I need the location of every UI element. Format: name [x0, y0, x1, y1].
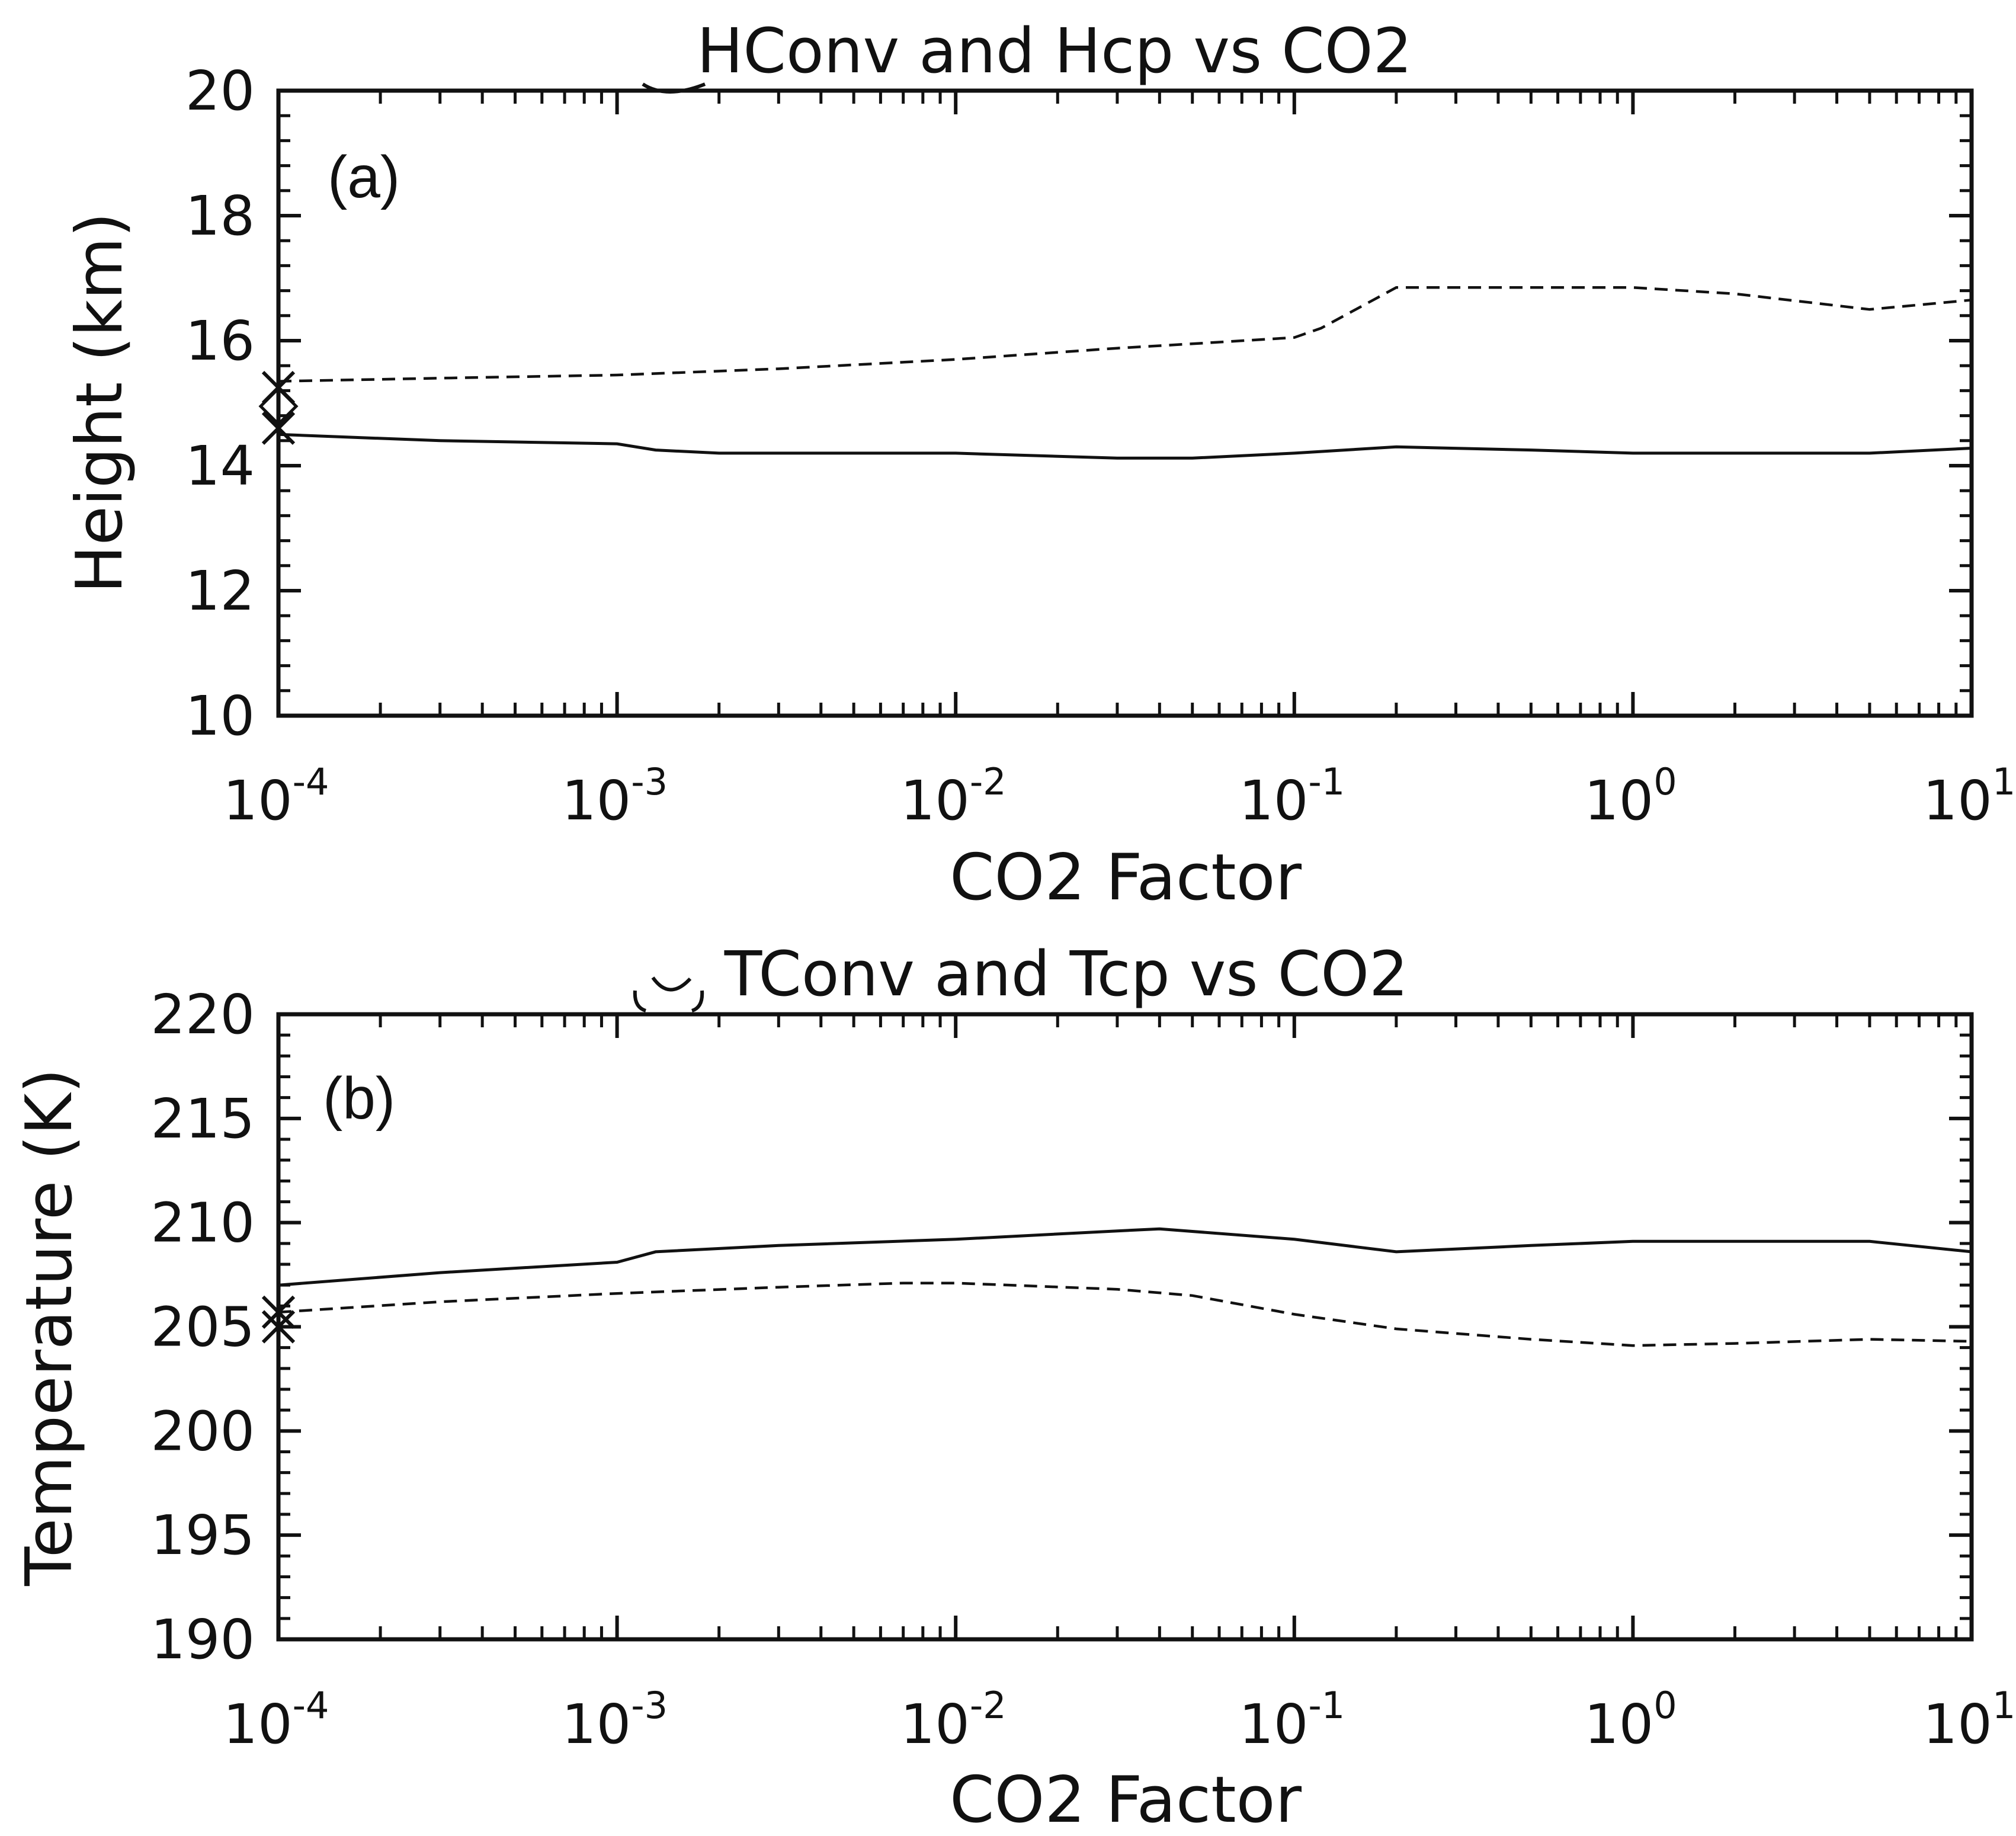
xtick-exponent: -3	[631, 1684, 668, 1727]
panel-a-xlabel: CO2 Factor	[950, 841, 1302, 915]
xtick-base: 10	[1584, 769, 1653, 832]
xtick-exponent: 0	[1653, 1684, 1677, 1727]
panel-a-series-dashed	[278, 286, 1972, 383]
xtick-base: 10	[1239, 769, 1308, 832]
xtick-label: 10-3	[562, 760, 668, 832]
ytick-label: 10	[185, 684, 255, 748]
panel-a-frame	[276, 88, 1974, 718]
xtick-label: 10-1	[1239, 760, 1345, 832]
panel-a-xtick-labels: 10-4 10-3 10-2 10-1 100 101	[223, 760, 2016, 832]
ytick-label: 205	[150, 1296, 255, 1359]
ytick-label: 14	[185, 434, 255, 498]
panel-b-ytick-labels: 190 195 200 205 210 215 220	[150, 983, 255, 1671]
xtick-base: 10	[223, 1693, 293, 1756]
xtick-base: 10	[1239, 1693, 1308, 1756]
xtick-label: 101	[1923, 1684, 2016, 1756]
panel-b-minor-ticks	[278, 1014, 1972, 1639]
panel-b-ylabel: Temperature (K)	[12, 1068, 86, 1587]
panel-a-minor-ticks	[278, 91, 1972, 716]
marker-x	[261, 411, 296, 445]
marker-x	[261, 1295, 296, 1329]
ytick-label: 190	[150, 1608, 255, 1671]
xtick-label: 10-2	[900, 760, 1007, 832]
panel-b-series-solid	[278, 1227, 1972, 1287]
panel-b-clipped-symbol	[633, 976, 704, 1012]
xtick-exponent: -2	[970, 760, 1007, 803]
ytick-label: 215	[150, 1087, 255, 1151]
panel-a-label: (a)	[328, 144, 400, 210]
xtick-exponent: 1	[1992, 1684, 2015, 1727]
xtick-label: 10-1	[1239, 1684, 1345, 1756]
panel-a-series-solid	[278, 432, 1972, 460]
marker-x-stroke	[261, 411, 296, 445]
panel-b-title: TConv and Tcp vs CO2	[724, 938, 1408, 1010]
marker-x-stroke	[261, 1295, 296, 1329]
ytick-label: 12	[185, 559, 255, 623]
xtick-base: 10	[562, 769, 631, 832]
ytick-label: 210	[150, 1191, 255, 1255]
xtick-label: 100	[1584, 760, 1677, 832]
ytick-label: 200	[150, 1399, 255, 1463]
panel-b-series-dashed	[278, 1281, 1972, 1347]
marker-x-stroke	[261, 1310, 296, 1344]
ytick-label: 18	[185, 184, 255, 248]
xtick-label: 10-4	[223, 760, 329, 832]
xtick-exponent: 0	[1653, 760, 1677, 803]
xtick-label: 10-4	[223, 1684, 329, 1756]
xtick-label: 101	[1923, 760, 2016, 832]
xtick-base: 10	[900, 769, 970, 832]
ytick-label: 16	[185, 309, 255, 373]
xtick-base: 10	[1584, 1693, 1653, 1756]
panel-b-xtick-labels: 10-4 10-3 10-2 10-1 100 101	[223, 1684, 2016, 1756]
panel-b-frame	[276, 1012, 1974, 1642]
xtick-exponent: 1	[1992, 760, 2015, 803]
panel-b-xlabel: CO2 Factor	[950, 1763, 1302, 1836]
panel-b: TConv and Tcp vs CO2 190 195 200 205 210 215 2…	[12, 938, 2015, 1836]
marker-diamond	[258, 386, 299, 427]
marker-x	[261, 1310, 296, 1344]
xtick-label: 10-3	[562, 1684, 668, 1756]
xtick-label: 10-2	[900, 1684, 1007, 1756]
ytick-label: 195	[150, 1504, 255, 1567]
xtick-exponent: -1	[1308, 1684, 1345, 1727]
xtick-exponent: -4	[293, 760, 329, 803]
ytick-label: 220	[150, 983, 255, 1046]
panel-b-label: (b)	[323, 1065, 395, 1132]
panel-a-ytick-labels: 10 12 14 16 18 20	[185, 59, 255, 748]
panel-a-title: HConv and Hcp vs CO2	[697, 15, 1412, 87]
xtick-base: 10	[1923, 1693, 1992, 1756]
xtick-base: 10	[562, 1693, 631, 1756]
xtick-base: 10	[1923, 769, 1992, 832]
ytick-label: 20	[185, 59, 255, 123]
xtick-base: 10	[223, 769, 293, 832]
xtick-base: 10	[900, 1693, 970, 1756]
panel-a-ylabel: Height (km)	[63, 212, 137, 593]
xtick-label: 100	[1584, 1684, 1677, 1756]
panel-a-markers	[258, 371, 299, 445]
panel-b-markers	[261, 1295, 296, 1344]
panel-a-major-ticks	[277, 89, 1973, 717]
xtick-exponent: -4	[293, 1684, 329, 1727]
panel-b-major-ticks	[277, 1012, 1973, 1641]
xtick-exponent: -3	[631, 760, 668, 803]
xtick-exponent: -1	[1308, 760, 1345, 803]
xtick-exponent: -2	[970, 1684, 1007, 1727]
